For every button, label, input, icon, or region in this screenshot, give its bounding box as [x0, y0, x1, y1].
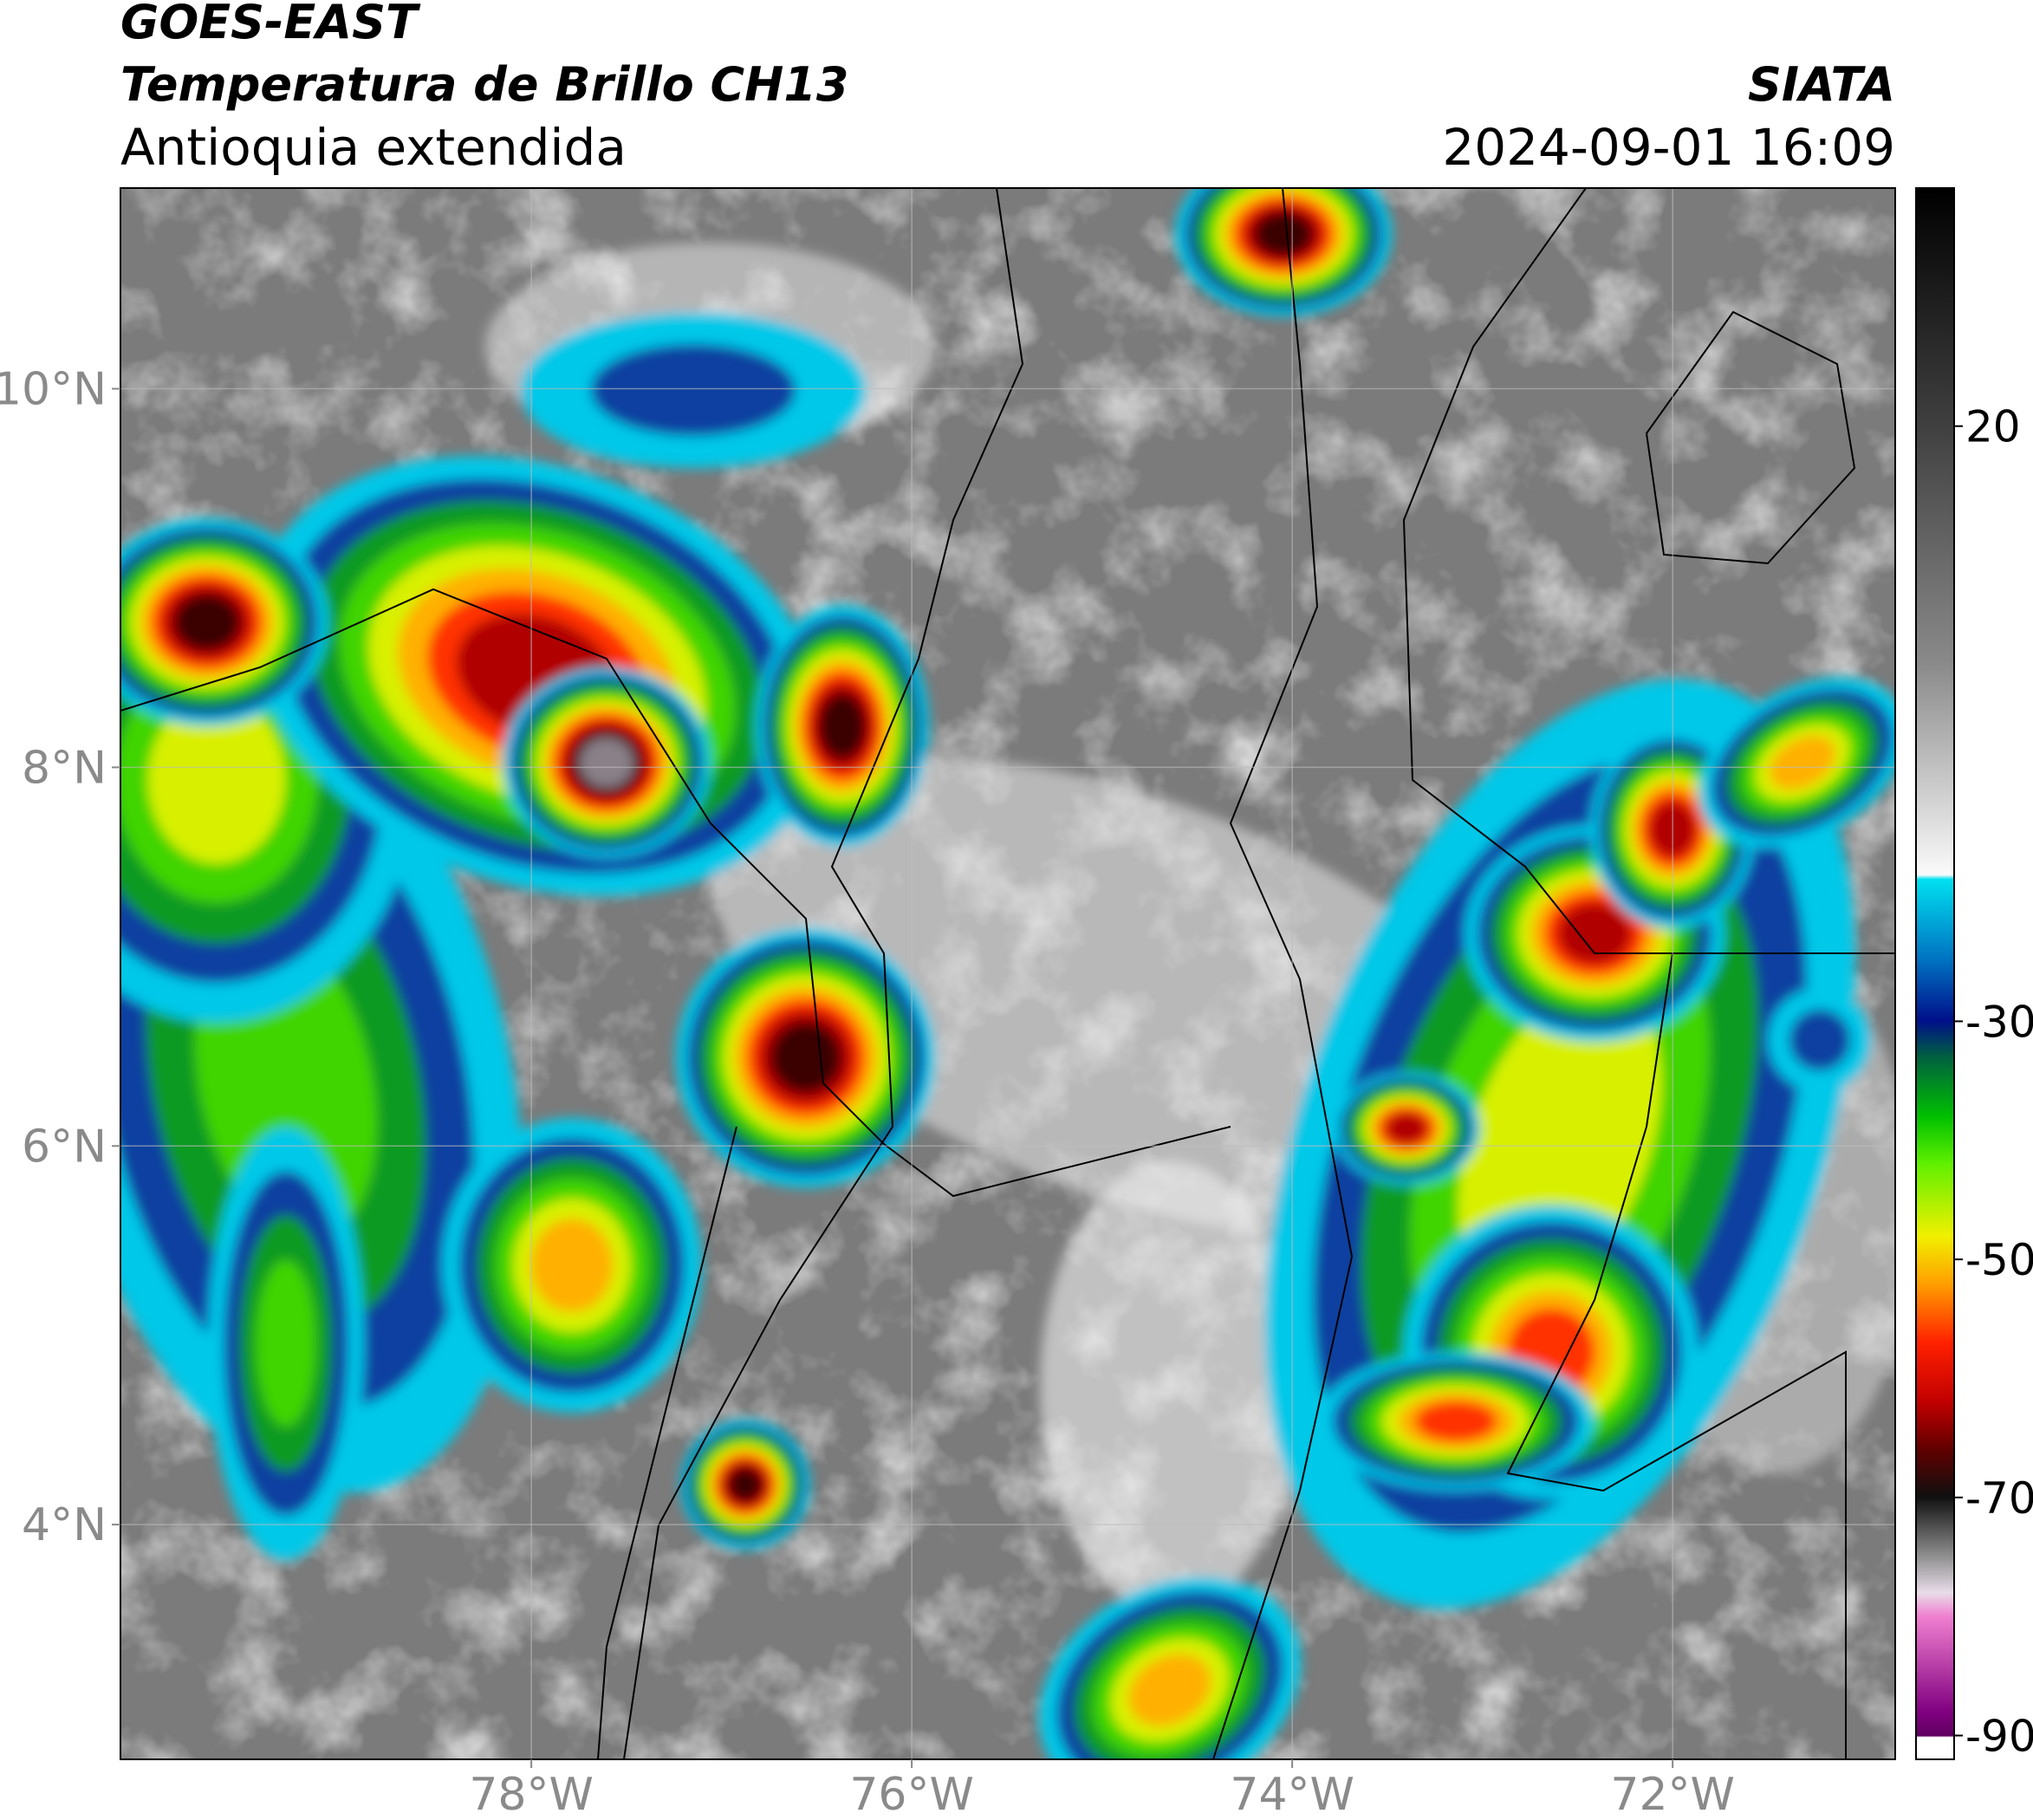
cloud-top	[147, 696, 286, 864]
map-frame	[120, 187, 1896, 1760]
cloud-top	[727, 1466, 763, 1503]
border	[120, 588, 1231, 1198]
cloud-top	[1557, 902, 1632, 965]
colorbar	[1915, 187, 1955, 1760]
border	[1212, 188, 1354, 1759]
cloud-top	[174, 594, 240, 651]
colorbar-tick-label: -90	[1965, 1712, 2033, 1762]
colorbar-tick-label: -50	[1965, 1235, 2033, 1285]
cloud-top	[1128, 1654, 1211, 1726]
cloud-top	[770, 1022, 841, 1093]
border	[1645, 310, 1856, 565]
cloud-top	[256, 1259, 316, 1427]
border	[1402, 188, 1895, 954]
cloud-top	[1385, 1112, 1428, 1145]
colorbar-tick-label: -30	[1965, 997, 2033, 1047]
map-area	[120, 188, 1895, 1759]
datetime: 2024-09-01 16:09	[1442, 118, 1895, 177]
y-tick-label: 4°N	[22, 1499, 107, 1551]
grid	[120, 188, 1895, 1759]
colorbar-tick-label: 20	[1965, 402, 2021, 452]
ticks: 78°W 76°W 74°W 72°W 4°N 6°N 8°N 10°N 20 -30 -50 -70…	[0, 364, 2033, 1820]
border	[597, 1126, 737, 1759]
region: Antioquia extendida	[120, 118, 627, 177]
x-tick-label: 76°W	[849, 1769, 974, 1820]
cloud-top	[579, 738, 634, 788]
cloud-top	[530, 1219, 614, 1312]
cloud-top	[1254, 211, 1313, 257]
x-tick-label: 72°W	[1610, 1769, 1735, 1820]
borders	[120, 188, 1895, 1759]
cloud-top	[1789, 1009, 1851, 1071]
cloud-top	[591, 343, 796, 437]
source: SIATA	[1748, 57, 1895, 112]
y-tick-label: 6°N	[22, 1121, 107, 1173]
colorbar-tick-label: -70	[1965, 1473, 2033, 1524]
cloud-patch	[1040, 1161, 1300, 1612]
cloud-top	[818, 693, 867, 759]
subtitle: Temperatura de Brillo CH13	[120, 57, 849, 112]
title: GOES-EAST	[120, 0, 421, 49]
cloud-top	[1769, 735, 1836, 790]
border	[1506, 952, 1847, 1759]
x-tick-label: 78°W	[469, 1769, 594, 1820]
y-tick-label: 8°N	[22, 742, 107, 794]
border	[623, 188, 1024, 1759]
cloud-top	[1414, 1401, 1497, 1442]
y-tick-label: 10°N	[0, 364, 107, 416]
x-tick-label: 74°W	[1230, 1769, 1354, 1820]
